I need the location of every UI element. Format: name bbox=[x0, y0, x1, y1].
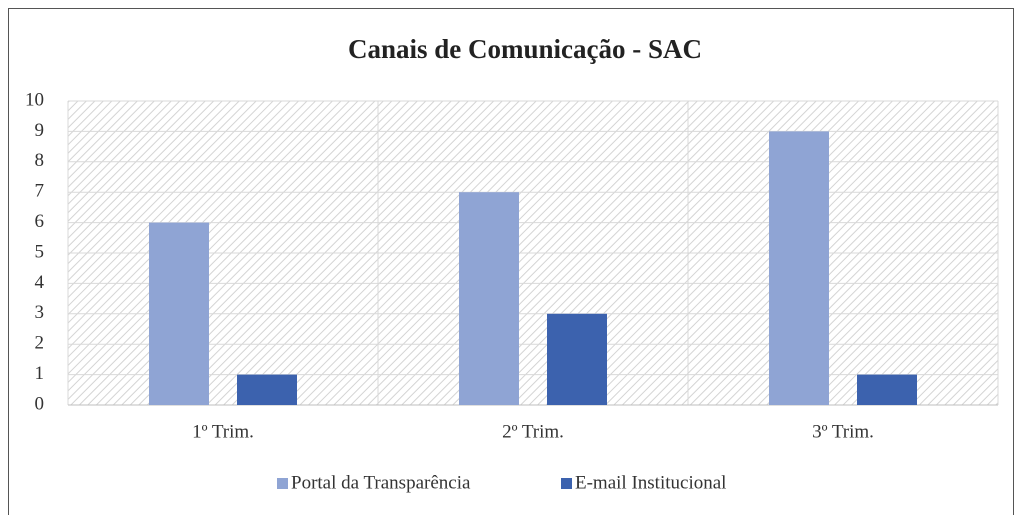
bar bbox=[149, 222, 209, 405]
bar bbox=[769, 131, 829, 405]
y-tick-label: 5 bbox=[35, 241, 45, 262]
y-tick-label: 9 bbox=[35, 120, 45, 141]
bar bbox=[459, 192, 519, 405]
bar bbox=[857, 374, 917, 405]
y-tick-label: 1 bbox=[35, 363, 45, 384]
legend-label: Portal da Transparência bbox=[291, 472, 471, 493]
y-tick-label: 4 bbox=[35, 272, 45, 293]
legend-swatch bbox=[561, 478, 572, 489]
y-tick-label: 2 bbox=[35, 333, 45, 354]
chart-title: Canais de Comunicação - SAC bbox=[348, 34, 702, 64]
y-tick-label: 7 bbox=[35, 181, 45, 202]
bar bbox=[547, 313, 607, 405]
y-tick-label: 10 bbox=[25, 89, 44, 110]
x-tick-label: 3º Trim. bbox=[812, 421, 874, 442]
y-tick-label: 8 bbox=[35, 150, 45, 171]
y-tick-label: 0 bbox=[35, 393, 45, 414]
frame bbox=[8, 8, 1014, 515]
legend-swatch bbox=[277, 478, 288, 489]
x-tick-label: 2º Trim. bbox=[502, 421, 564, 442]
y-tick-label: 3 bbox=[35, 302, 45, 323]
y-tick-label: 6 bbox=[35, 211, 45, 232]
legend-label: E-mail Institucional bbox=[575, 472, 726, 493]
bar bbox=[237, 374, 297, 405]
x-tick-label: 1º Trim. bbox=[192, 421, 254, 442]
